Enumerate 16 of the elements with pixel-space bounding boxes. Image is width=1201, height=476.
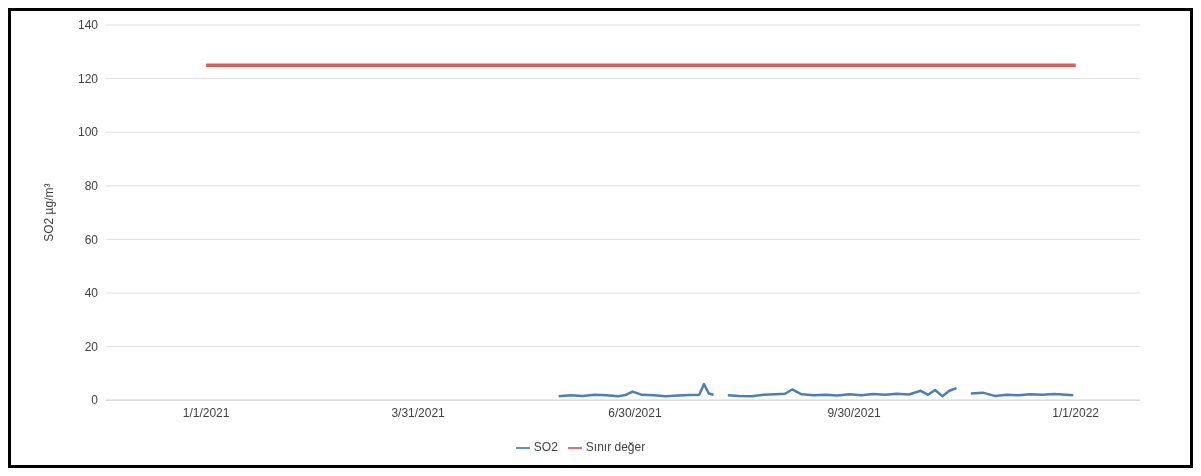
x-tick-label: 1/1/2022: [1052, 405, 1100, 420]
y-tick-label: 120: [77, 71, 99, 86]
y-tick-label: 40: [84, 286, 99, 301]
y-tick-label: 60: [84, 232, 99, 247]
y-tick-label: 0: [91, 393, 99, 408]
y-tick-label: 80: [84, 179, 99, 194]
y-tick-label: 140: [77, 18, 99, 33]
x-tick-label: 9/30/2021: [827, 405, 882, 420]
legend-label: Sınır değer: [585, 440, 646, 455]
x-tick-label: 1/1/2021: [182, 405, 230, 420]
y-tick-label: 20: [84, 339, 99, 354]
y-axis-title: SO2 µg/m³: [42, 183, 57, 242]
x-tick-label: 3/31/2021: [391, 405, 446, 420]
y-tick-label: 100: [77, 125, 99, 140]
legend-label: SO2: [533, 440, 558, 455]
x-tick-label: 6/30/2021: [608, 405, 662, 420]
